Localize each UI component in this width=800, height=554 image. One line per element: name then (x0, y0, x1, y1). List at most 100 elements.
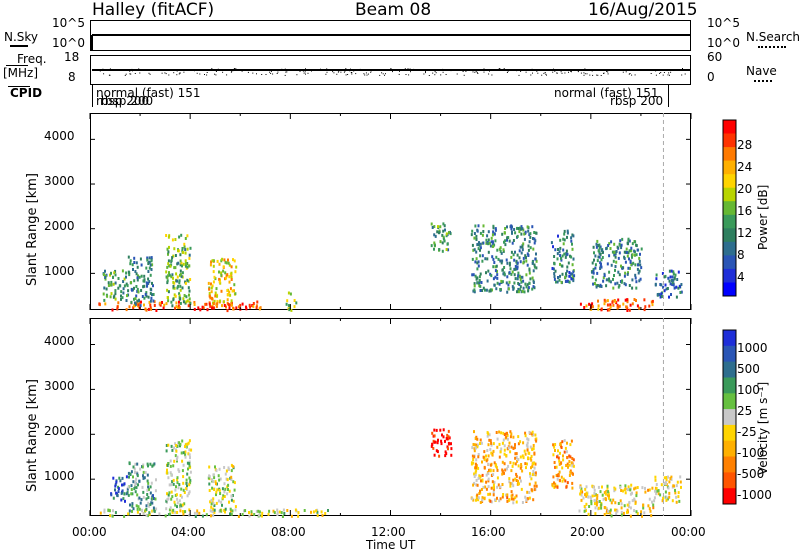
power-echo-cell (608, 254, 611, 258)
nave-point (390, 68, 392, 69)
velocity-echo-cell (562, 477, 565, 481)
velocity-echo-cell (556, 474, 559, 478)
power-echo-cell (433, 247, 435, 251)
power-echo-cell (663, 289, 666, 293)
velocity-echo-cell (669, 477, 672, 480)
velocity-echo-cell (255, 509, 258, 513)
power-colorbar-swatch (723, 147, 736, 162)
velocity-echo-cell (620, 502, 623, 506)
power-echo-cell (106, 294, 109, 298)
xtick: 04:00 (171, 525, 206, 539)
velocity-echo-cell (473, 472, 476, 476)
power-echo-cell (189, 246, 192, 250)
power-echo-cell (166, 265, 169, 269)
nave-point (479, 69, 481, 71)
power-echo-cell (503, 273, 506, 277)
power-echo-cell (599, 252, 602, 256)
power-echo-cell (571, 272, 574, 276)
velocity-echo-cell (280, 511, 283, 515)
power-echo-cell (107, 281, 110, 285)
nave-point (455, 69, 457, 71)
velocity-echo-cell (183, 502, 186, 506)
velocity-echo-cell (475, 469, 478, 473)
power-echo-cell (150, 307, 153, 311)
velocity-echo-cell (628, 505, 630, 509)
nave-point (498, 68, 500, 70)
power-echo-cell (167, 252, 169, 256)
velocity-echo-cell (649, 509, 652, 513)
velocity-echo-cell (620, 489, 623, 492)
power-echo-cell (226, 298, 229, 302)
power-echo-cell (140, 274, 143, 278)
velocity-echo-cell (258, 513, 261, 517)
power-echo-cell (174, 238, 177, 241)
velocity-echo-cell (224, 472, 227, 476)
velocity-echo-cell (563, 450, 566, 454)
velocity-echo-cell (565, 464, 568, 467)
velocity-echo-cell (480, 488, 483, 491)
power-echo-cell (139, 257, 142, 261)
velocity-echo-cell (221, 496, 224, 500)
power-echo-cell (187, 304, 190, 308)
velocity-echo-cell (224, 507, 227, 511)
power-echo-cell (251, 304, 254, 307)
velocity-echo-cell (501, 441, 504, 445)
power-echo-cell (524, 254, 527, 258)
velocity-echo-cell (526, 497, 529, 501)
velocity-echo-cell (168, 491, 171, 495)
velocity-echo-cell (501, 483, 504, 486)
power-echo-cell (519, 288, 522, 292)
velocity-echo-cell (189, 479, 192, 483)
power-echo-cell (491, 255, 494, 259)
velocity-echo-cell (487, 454, 490, 458)
power-echo-cell (505, 281, 508, 285)
power-echo-cell (571, 242, 573, 246)
velocity-echo-cell (563, 439, 566, 443)
power-echo-cell (479, 254, 482, 258)
velocity-echo-cell (281, 515, 284, 518)
velocity-echo-cell (142, 463, 145, 467)
power-echo-cell (110, 292, 113, 296)
velocity-echo-cell (554, 484, 557, 488)
velocity-echo-cell (213, 504, 216, 507)
power-echo-cell (597, 255, 600, 259)
velocity-echo-cell (228, 489, 231, 493)
velocity-echo-cell (524, 434, 527, 438)
velocity-echo-cell (503, 471, 505, 475)
velocity-echo-cell (218, 478, 221, 482)
power-echo-cell (599, 261, 602, 265)
nave-point (351, 72, 353, 73)
velocity-echo-cell (535, 484, 538, 488)
power-echo-cell (479, 284, 482, 288)
velocity-echo-cell (569, 443, 572, 447)
power-echo-cell (125, 308, 128, 312)
power-echo-cell (109, 273, 112, 277)
velocity-echo-cell (604, 492, 607, 496)
velocity-echo-cell (481, 479, 484, 483)
power-echo-cell (506, 236, 509, 240)
velocity-echo-cell (151, 509, 154, 513)
power-colorbar-outline (722, 119, 737, 297)
power-echo-cell (510, 227, 513, 231)
power-echo-cell (491, 288, 493, 292)
power-colorbar-swatch (723, 174, 736, 189)
velocity-echo-cell (187, 492, 190, 496)
power-echo-cell (508, 263, 511, 267)
power-echo-cell (518, 256, 521, 260)
power-echo-cell (185, 295, 188, 299)
velocity-echo-cell (175, 457, 178, 461)
power-echo-cell (630, 246, 633, 250)
power-echo-cell (496, 269, 498, 273)
velocity-echo-cell (158, 512, 161, 516)
power-echo-cell (608, 279, 611, 283)
power-echo-cell (488, 241, 491, 245)
nave-point (489, 70, 490, 72)
power-echo-cell (634, 273, 637, 277)
nave-point (445, 74, 447, 75)
nave-point (570, 70, 571, 72)
power-echo-cell (568, 280, 571, 284)
velocity-echo-cell (173, 459, 176, 463)
power-echo-cell (184, 237, 187, 240)
power-echo-cell (516, 261, 519, 265)
nave-point (584, 73, 586, 75)
